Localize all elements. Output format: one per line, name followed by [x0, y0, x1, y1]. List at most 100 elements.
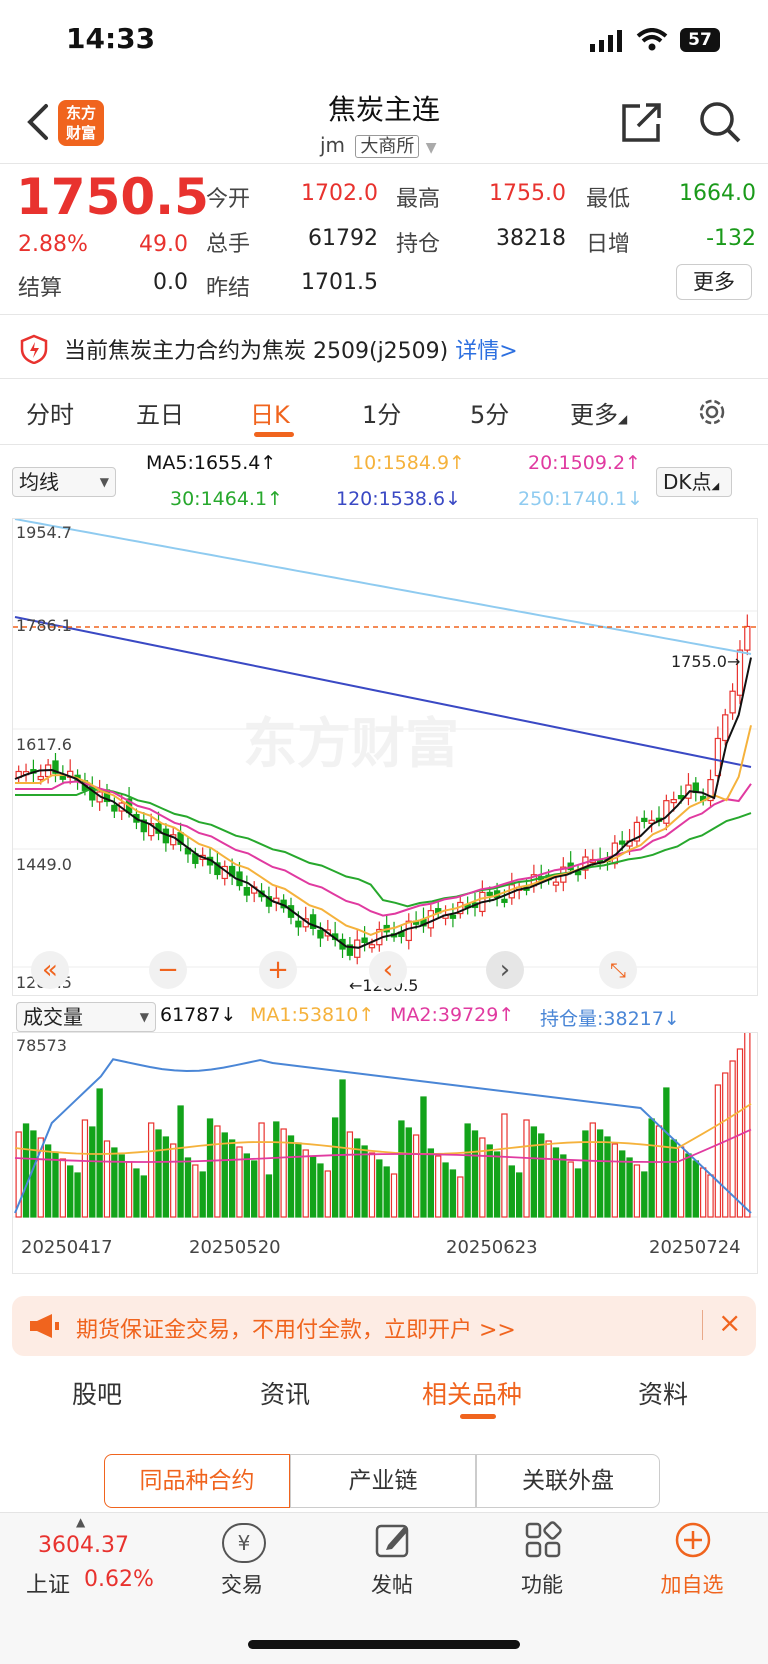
y-tick-1: 1954.7: [16, 523, 72, 542]
volume-bar: [670, 1139, 677, 1218]
dk-point-label: DK点: [663, 470, 712, 494]
scroll-left-icon[interactable]: ‹: [369, 951, 407, 989]
volume-chart[interactable]: 78573 20250417 20250520 20250623 2025072…: [12, 1032, 758, 1274]
index-value[interactable]: 3604.37: [38, 1533, 129, 1558]
volume-bar: [265, 1174, 273, 1218]
notice-detail-link[interactable]: 详情>: [455, 339, 518, 364]
tab-profile[interactable]: 资料: [638, 1380, 689, 1409]
tab-timeshare[interactable]: 分时: [26, 401, 74, 429]
volume-bar: [442, 1162, 449, 1218]
add-watchlist-icon[interactable]: [674, 1521, 712, 1563]
share-icon[interactable]: [620, 100, 664, 148]
scroll-left-fast-icon[interactable]: «: [31, 951, 69, 989]
contract-subtitle[interactable]: jm 大商所 ▼: [320, 132, 437, 158]
x-tick-4: 20250724: [649, 1237, 741, 1258]
daily-inc-label: 日增: [586, 232, 631, 257]
volume-bar: [677, 1146, 685, 1218]
candle-body: [486, 891, 493, 897]
volume-bar: [471, 1130, 479, 1218]
post-edit-icon[interactable]: [374, 1521, 412, 1563]
nav-add-watchlist[interactable]: 加自选: [660, 1573, 724, 1597]
segment-same-variety[interactable]: 同品种合约: [104, 1454, 290, 1508]
close-icon[interactable]: ×: [718, 1306, 742, 1339]
more-quote-button[interactable]: 更多: [676, 264, 752, 300]
volume-bar: [538, 1133, 545, 1218]
tab-related[interactable]: 相关品种: [422, 1380, 523, 1409]
settings-gear-icon[interactable]: [696, 396, 728, 432]
settle-value: 0.0: [153, 270, 188, 295]
volume-bar: [420, 1096, 427, 1218]
candle-body: [670, 799, 677, 804]
ma5-label: MA5:1655.4↑: [146, 452, 277, 474]
function-grid-icon[interactable]: [524, 1521, 562, 1563]
active-tab-indicator: [254, 432, 294, 437]
tab-daily-k[interactable]: 日K: [250, 401, 290, 429]
margin-trading-ad[interactable]: 期货保证金交易，不用付全款，立即开户 >> ×: [12, 1296, 756, 1356]
page-title: 焦炭主连: [327, 93, 440, 126]
y-tick-2: 1786.1: [16, 616, 72, 635]
ma30-label: 30:1464.1↑: [170, 488, 283, 510]
volume-bar: [258, 1122, 265, 1218]
volume-bar: [103, 1140, 111, 1218]
prev-settle-label: 昨结: [206, 276, 251, 301]
tab-5min[interactable]: 5分: [470, 401, 510, 429]
tab-more[interactable]: 更多◢: [570, 395, 627, 430]
volume-ma2-line: [14, 1128, 752, 1163]
volume-bar: [184, 1157, 192, 1218]
trade-yen-icon[interactable]: ¥: [222, 1523, 266, 1563]
segment-industry-chain[interactable]: 产业链: [290, 1454, 476, 1508]
change-value: 49.0: [139, 232, 188, 257]
volume-bar: [611, 1143, 619, 1218]
volume-svg: [13, 1033, 757, 1218]
volume-indicator-select[interactable]: 成交量 ▼: [16, 1002, 156, 1032]
x-tick-1: 20250417: [21, 1237, 113, 1258]
search-icon[interactable]: [698, 100, 742, 148]
fullscreen-icon[interactable]: ⤡: [599, 951, 637, 989]
kline-chart[interactable]: 东方财富 1954.7 1786.1 1617.6 1449.0 1280.5 …: [12, 518, 758, 996]
indicator-select[interactable]: 均线 ▼: [12, 467, 116, 497]
high-value: 1755.0: [489, 181, 566, 206]
volume-bar: [155, 1129, 162, 1218]
zoom-in-icon[interactable]: +: [259, 951, 297, 989]
nav-post[interactable]: 发帖: [371, 1573, 413, 1597]
nav-trade[interactable]: 交易: [221, 1573, 263, 1597]
candle-body: [147, 823, 155, 837]
index-name[interactable]: 上证: [26, 1573, 71, 1598]
volume-bar: [574, 1168, 582, 1218]
nav-function[interactable]: 功能: [521, 1573, 563, 1597]
volume-bar: [361, 1145, 368, 1218]
daily-inc-value: -132: [706, 226, 756, 251]
volume-bar: [74, 1172, 81, 1218]
tab-1min[interactable]: 1分: [362, 401, 402, 429]
index-pct[interactable]: 0.62%: [84, 1567, 154, 1592]
contract-code: jm: [320, 133, 346, 157]
back-icon[interactable]: [22, 100, 52, 148]
volume-bar: [707, 1174, 714, 1218]
tab-forum[interactable]: 股吧: [72, 1380, 123, 1409]
zoom-out-icon[interactable]: −: [149, 951, 187, 989]
volume-bar: [22, 1123, 30, 1218]
caret-down-icon: ▼: [99, 475, 109, 489]
volume-bar: [89, 1126, 96, 1218]
segment-related-foreign[interactable]: 关联外盘: [476, 1454, 660, 1508]
main-contract-notice: 当前焦炭主力合约为焦炭 2509(j2509) 详情>: [64, 333, 518, 365]
tab-news[interactable]: 资讯: [260, 1380, 311, 1409]
scroll-right-icon[interactable]: ›: [486, 951, 524, 989]
y-tick-3: 1617.6: [16, 735, 72, 754]
open-label: 今开: [206, 187, 251, 212]
volume-bar: [633, 1164, 641, 1218]
volume-bar: [199, 1171, 206, 1218]
dk-point-select[interactable]: DK点◢: [656, 467, 732, 497]
ad-text: 期货保证金交易，不用付全款，立即开户 >>: [76, 1318, 516, 1343]
caret-icon: ◢: [618, 412, 628, 426]
oi-value: 38218: [496, 226, 566, 251]
volume-bar: [37, 1137, 44, 1218]
notice-text: 当前焦炭主力合约为焦炭 2509(j2509): [64, 339, 449, 364]
ma250-label: 250:1740.1↓: [518, 488, 644, 510]
low-value: 1664.0: [679, 181, 756, 206]
volume-bar: [81, 1119, 89, 1218]
tab-five-day[interactable]: 五日: [136, 401, 184, 429]
divider: [0, 444, 768, 445]
signal-icon: [590, 30, 624, 56]
alert-shield-icon: [20, 334, 48, 368]
